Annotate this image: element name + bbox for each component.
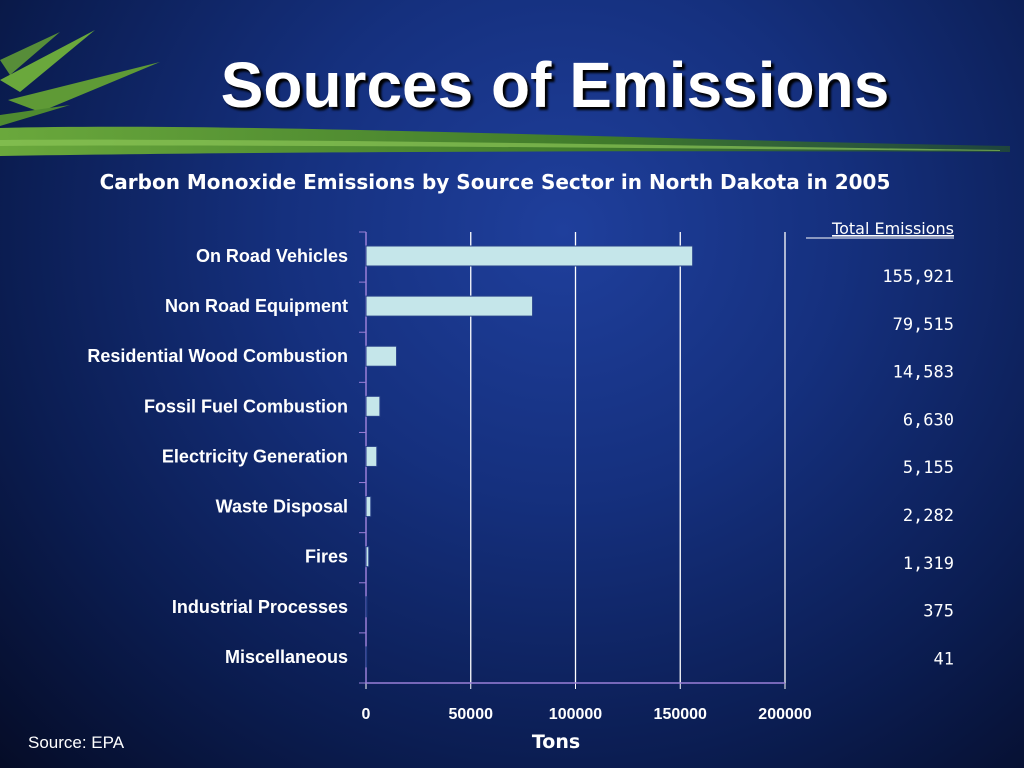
swoosh-highlight — [0, 139, 1000, 151]
x-tick-label: 200000 — [758, 706, 811, 723]
category-label: Miscellaneous — [225, 647, 348, 667]
bar — [365, 245, 694, 267]
leaf-spike-4 — [0, 105, 70, 126]
bar — [365, 496, 372, 518]
bar — [365, 445, 378, 467]
bar — [365, 546, 370, 568]
x-axis-title: Tons — [532, 731, 580, 753]
leaf-spike-2 — [0, 30, 95, 92]
bar — [365, 646, 368, 668]
x-tick-label: 50000 — [449, 706, 494, 723]
total-value: 41 — [934, 649, 954, 669]
bar — [365, 596, 368, 618]
category-label: Fires — [305, 547, 348, 567]
category-label: Non Road Equipment — [165, 296, 348, 316]
category-label: Residential Wood Combustion — [87, 346, 348, 366]
category-label: Fossil Fuel Combustion — [144, 396, 348, 416]
bar — [365, 345, 398, 367]
total-value: 155,921 — [882, 267, 954, 287]
total-value: 2,282 — [903, 506, 954, 526]
bar — [365, 295, 534, 317]
x-tick-label: 150000 — [654, 706, 707, 723]
slide-title: Sources of Emissions — [220, 49, 890, 121]
total-value: 6,630 — [903, 410, 954, 430]
category-label: Waste Disposal — [216, 497, 348, 517]
category-label: On Road Vehicles — [196, 246, 348, 266]
category-label: Industrial Processes — [172, 597, 348, 617]
leaf-spike-1 — [0, 32, 60, 75]
total-value: 79,515 — [893, 315, 954, 335]
x-tick-label: 100000 — [549, 706, 602, 723]
category-label: Electricity Generation — [162, 446, 348, 466]
leaf-spike-3 — [8, 62, 160, 112]
total-value: 14,583 — [893, 363, 954, 383]
x-tick-label: 0 — [362, 706, 371, 723]
total-value: 5,155 — [903, 458, 954, 478]
total-value: 375 — [923, 602, 954, 622]
bar — [365, 395, 381, 417]
totals-header: Total Emissions — [831, 219, 954, 238]
swoosh-decoration — [0, 30, 1010, 156]
chart-title: Carbon Monoxide Emissions by Source Sect… — [99, 170, 891, 194]
source-note: Source: EPA — [28, 733, 125, 752]
total-value: 1,319 — [903, 554, 954, 574]
